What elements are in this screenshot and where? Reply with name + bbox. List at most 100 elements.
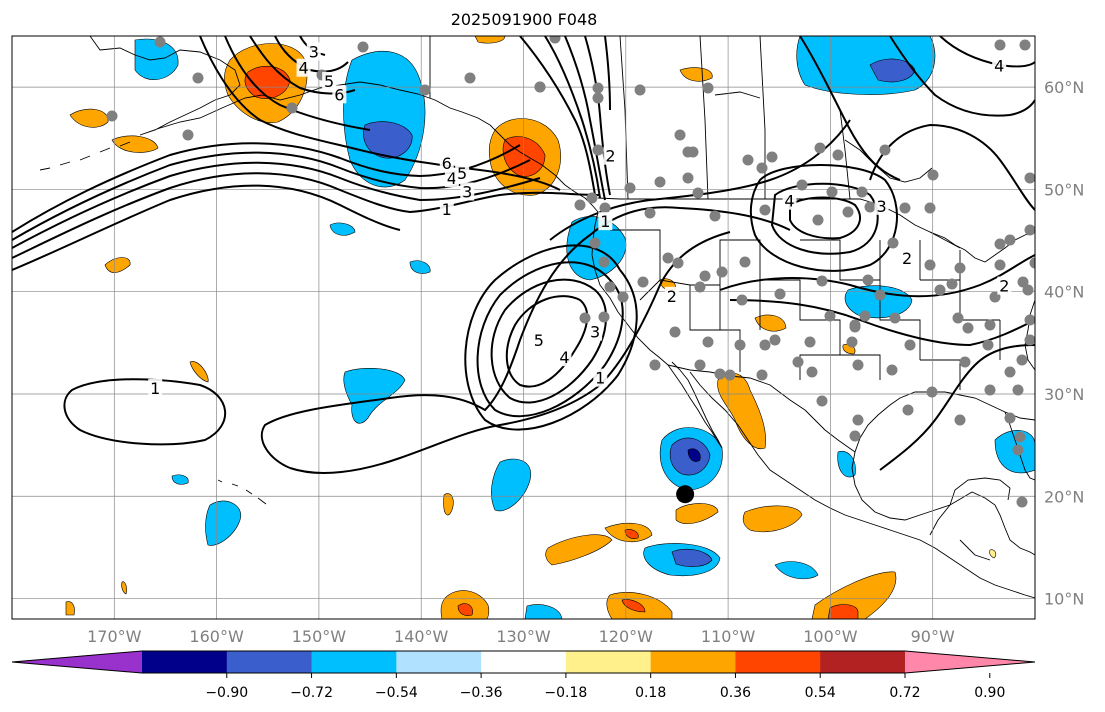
lon-tick-label: 140°W [394,627,449,646]
contour-ne-3 [799,36,901,181]
contour-ridge-2 [544,36,601,199]
contour-label-bg [997,276,1012,295]
station-dot [862,274,874,286]
station-dot [1024,314,1035,326]
station-dot [1014,431,1026,443]
neg-anomaly-gulf-alaska [343,51,426,188]
station-dot [724,369,736,381]
station-dot [637,276,649,288]
station-dot [592,82,604,94]
pos-anomaly-n-pacific-3 [104,257,131,273]
contour-label-bg [460,182,475,201]
pos-anomaly-sw-us [754,314,787,332]
station-dot [419,84,431,96]
station-dot [902,404,914,416]
station-dot [739,256,751,268]
lat-tick-label: 10°N [1044,590,1084,609]
contour-label: 3 [590,323,600,342]
pos-anomaly-small-13 [989,549,997,559]
contour-label: 4 [298,59,308,78]
plot-frame [11,35,1036,620]
colorbar-tick-label: −0.18 [544,685,587,701]
graticule [12,36,1035,619]
station-dot [814,142,826,154]
contour-label-bg [439,153,454,172]
station-dot [954,414,966,426]
contour-label: 3 [462,182,472,201]
station-dot [962,322,974,334]
station-dot [549,36,561,44]
contour-trough-1 [260,206,791,469]
station-dot [832,149,844,161]
station-dot [574,199,586,211]
contour-jet-3 [12,161,541,249]
contour-label-bg [874,196,889,215]
neg-anomaly-trop-core [671,548,713,567]
station-dot [592,92,604,104]
lat-tick-label: 30°N [1044,385,1084,404]
station-dot [984,319,996,331]
neg-anomaly-baja-core [687,448,701,462]
contour-label-bg [306,42,321,61]
contour-label: 5 [324,72,334,91]
contour-east-1 [719,254,1035,298]
colorbar-tick-label: −0.36 [460,685,503,701]
lon-tick-label: 150°W [292,627,347,646]
contour-alaska-1 [199,36,561,191]
station-dot [742,154,754,166]
contour-label: 5 [534,331,544,350]
neg-anomaly-small-2 [409,260,431,274]
colorbar-tick-label: 0.18 [635,685,666,701]
station-dot [687,146,699,158]
pos-anomaly-pac-3 [675,503,719,524]
contour-label-bg [782,191,797,210]
station-dot [286,102,298,114]
neg-anomaly-small-4 [837,450,856,478]
station-dot [154,36,166,48]
station-dot [887,237,899,249]
station-dot [1029,257,1035,269]
station-dot [804,336,816,348]
neg-anomaly-small-6 [171,474,189,485]
station-dot [1012,444,1024,456]
neg-anomaly-sw-3 [205,500,242,546]
station-dot [927,169,939,181]
contour-label: 4 [559,348,569,367]
neg-anomaly-gulf-alaska-core [363,121,413,159]
station-dot [904,339,916,351]
station-dot [464,72,476,84]
pos-anomaly-n-pacific-2 [111,135,159,153]
storm-center-marker [676,485,695,504]
contour-label-bg [603,146,618,165]
contour-label-bg [557,348,572,367]
pos-anomaly-pac-7-core [457,603,473,616]
station-dot [1024,224,1035,236]
station-dot [994,238,1006,250]
station-dot [766,151,778,163]
station-dot [709,210,721,222]
colorbar-segment [735,651,821,673]
station-dot [826,186,838,198]
contour-ridge-5 [604,36,611,111]
neg-anomaly-small-5 [524,604,563,619]
neg-anomaly-small-1 [329,222,356,236]
station-dot [734,339,746,351]
station-dot [959,356,971,368]
contour-label: 5 [457,164,467,183]
anomaly-shading [65,36,1035,619]
station-dot [699,270,711,282]
lon-tick-label: 120°W [599,627,654,646]
contour-label-bg [531,330,546,349]
station-dot [1012,384,1024,396]
station-dot [617,291,629,303]
contour-label: 6 [442,154,452,173]
colorbar [11,650,1036,674]
contour-ridge-3 [564,36,606,201]
station-dot [852,359,864,371]
border-canada-provinces [619,36,851,200]
station-dot [769,334,781,346]
station-dot [672,257,684,269]
station-dot [192,72,204,84]
